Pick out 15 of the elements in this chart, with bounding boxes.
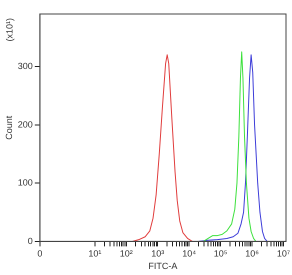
- y-tick-label: 0: [28, 236, 33, 246]
- x-axis-title: FITC-A: [148, 261, 178, 272]
- x-tick-label: 10⁴: [182, 248, 196, 258]
- y-tick-label: 200: [18, 119, 33, 130]
- text: (x10¹): [4, 18, 14, 42]
- x-tick-label: 0: [37, 248, 42, 258]
- x-tick-label: 10²: [120, 248, 133, 258]
- y-tick-label: 100: [18, 178, 33, 188]
- y-axis-title: Count: [4, 115, 14, 140]
- x-tick-label: 10¹: [88, 248, 102, 258]
- x-tick-label: 10⁷: [276, 248, 290, 258]
- x-tick-label: 10⁵: [214, 248, 228, 258]
- x-tick-label: 10⁶: [245, 248, 260, 258]
- y-tick-label: 300: [18, 60, 33, 71]
- x-tick-label: 10³: [151, 248, 164, 258]
